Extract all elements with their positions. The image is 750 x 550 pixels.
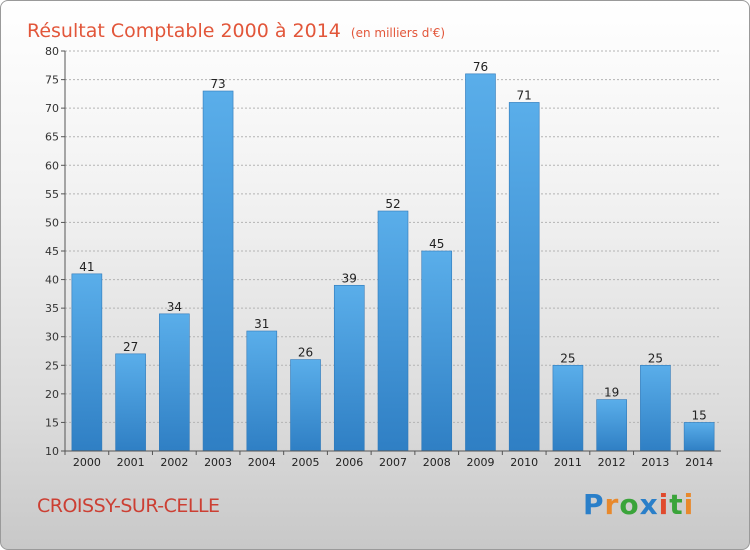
bar <box>71 273 103 452</box>
y-tick-label: 70 <box>45 102 59 115</box>
x-tick-label: 2005 <box>292 456 320 469</box>
bar <box>683 422 715 452</box>
x-tick-label: 2000 <box>73 456 101 469</box>
y-tick-label: 35 <box>45 302 59 315</box>
logo-letter: r <box>604 488 620 521</box>
bar-data-label: 19 <box>604 386 619 400</box>
bar <box>246 330 278 452</box>
bar <box>290 359 321 452</box>
commune-name: CROISSY-SUR-CELLE <box>37 495 220 517</box>
bar <box>333 284 365 452</box>
bar <box>159 313 190 452</box>
x-tick-label: 2009 <box>466 456 494 469</box>
logo-letter: o <box>619 488 640 521</box>
bar-data-label: 45 <box>429 237 444 251</box>
bar <box>377 210 409 452</box>
y-tick-label: 30 <box>45 331 59 344</box>
chart-title: Résultat Comptable 2000 à 2014 (en millie… <box>27 7 445 45</box>
y-tick-label: 15 <box>45 416 59 429</box>
bar <box>202 90 234 452</box>
bar-data-label: 34 <box>167 300 182 314</box>
x-tick-label: 2012 <box>598 456 626 469</box>
x-tick-label: 2010 <box>510 456 538 469</box>
logo-letter: x <box>639 488 659 521</box>
bar <box>640 364 671 452</box>
bar-data-label: 71 <box>517 88 532 102</box>
x-tick-label: 2002 <box>160 456 188 469</box>
bar-data-label: 26 <box>298 346 313 360</box>
y-tick-label: 10 <box>45 445 59 458</box>
x-tick-label: 2014 <box>685 456 713 469</box>
x-tick-label: 2003 <box>204 456 232 469</box>
bar-data-label: 52 <box>385 197 400 211</box>
logo-letter: i <box>683 488 695 521</box>
x-tick-label: 2013 <box>641 456 669 469</box>
y-tick-label: 55 <box>45 188 59 201</box>
y-tick-label: 25 <box>45 359 59 372</box>
bar <box>552 364 584 452</box>
x-tick-label: 2011 <box>554 456 582 469</box>
y-tick-label: 40 <box>45 274 59 287</box>
logo-letter: t <box>669 488 684 521</box>
bar-data-label: 25 <box>560 351 575 365</box>
proxiti-logo[interactable]: Proxiti <box>583 488 694 521</box>
y-tick-label: 60 <box>45 159 59 172</box>
x-tick-label: 2006 <box>335 456 363 469</box>
chart-title-main: Résultat Comptable 2000 à 2014 <box>27 20 341 42</box>
chart-unit-label: (en milliers d'€) <box>350 26 446 40</box>
x-tick-label: 2001 <box>117 456 145 469</box>
bar-data-label: 15 <box>691 408 706 422</box>
x-tick-label: 2008 <box>423 456 451 469</box>
bar <box>596 399 627 452</box>
bar <box>508 102 540 452</box>
bar-data-label: 76 <box>473 60 488 74</box>
bar <box>115 353 146 452</box>
bar <box>421 250 453 452</box>
x-tick-label: 2004 <box>248 456 276 469</box>
x-tick-label: 2007 <box>379 456 407 469</box>
y-tick-label: 50 <box>45 216 59 229</box>
bar-data-label: 27 <box>123 340 138 354</box>
y-tick-label: 45 <box>45 245 59 258</box>
bar-data-label: 41 <box>79 260 94 274</box>
bar-data-label: 73 <box>210 77 225 91</box>
bar <box>465 73 496 452</box>
y-tick-label: 80 <box>45 45 59 58</box>
bar-data-label: 39 <box>342 271 357 285</box>
y-tick-label: 20 <box>45 388 59 401</box>
bar-data-label: 25 <box>648 351 663 365</box>
y-tick-label: 75 <box>45 74 59 87</box>
bar-data-label: 31 <box>254 317 269 331</box>
y-tick-label: 65 <box>45 131 59 144</box>
logo-letter: P <box>583 488 605 521</box>
axes: 10 15 20 25 30 35 40 45 50 55 60 65 70 75 80 2000 2001 20… <box>45 45 721 469</box>
bars: 41 27 34 73 31 26 39 52 45 76 71 25 19 25 15 <box>71 60 715 452</box>
logo-letter: i <box>658 488 670 521</box>
